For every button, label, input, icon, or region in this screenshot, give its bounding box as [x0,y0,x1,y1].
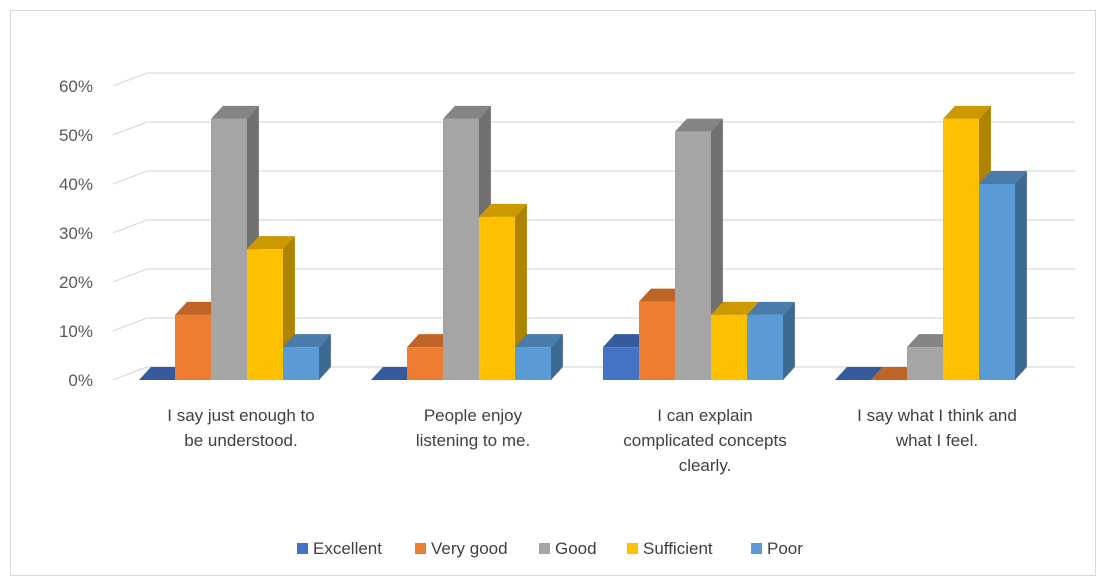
bar-front [443,118,479,380]
category-label-line: what I feel. [895,431,978,450]
legend-label: Good [555,539,597,558]
gridline [112,219,1075,234]
category-label-line: People enjoy [424,406,523,425]
bar-top [443,105,491,119]
bar-top [603,334,651,348]
bar-side [783,301,795,380]
legend-label: Sufficient [643,539,713,558]
category-label-line: I say just enough to [167,406,314,425]
gridline [112,170,1075,185]
bar-front [639,301,675,380]
legend-item: Excellent [297,539,382,558]
legend-swatch [297,543,308,554]
category-label: People enjoy listening to me. [416,406,530,450]
category-label-line: listening to me. [416,431,530,450]
bar-top [639,288,687,302]
bar [871,367,919,380]
bar-front [211,118,247,380]
bar-side [319,334,331,380]
legend: Excellent Very good Good Sufficient Poor [297,539,803,558]
bar-top [211,105,259,119]
bar-side [515,203,527,380]
legend-swatch [627,543,638,554]
legend-swatch [415,543,426,554]
bar-front [943,118,979,380]
category-label: I say just enough to be understood. [167,406,314,450]
legend-item: Poor [751,539,803,558]
bar [211,105,259,380]
bar-top [907,334,955,348]
y-tick-label: 60% [59,77,93,96]
bar-top [747,301,795,315]
bar [283,334,331,380]
category-label: I say what I think and what I feel. [857,406,1017,450]
bars [139,105,1027,380]
bar [747,301,795,380]
bar-side [551,334,563,380]
y-tick-label: 30% [59,224,93,243]
y-tick-label: 20% [59,273,93,292]
bar [371,367,419,380]
y-tick-label: 10% [59,322,93,341]
category-label-line: be understood. [184,431,297,450]
legend-item: Good [539,539,597,558]
bar-front [747,314,783,380]
bar-front [907,347,943,380]
bar-top [835,367,883,380]
legend-item: Sufficient [627,539,713,558]
bar-top [139,367,187,380]
legend-label: Excellent [313,539,382,558]
bar-front [479,216,515,380]
bar-top [175,301,223,315]
bar-top [871,367,919,380]
gridline [112,121,1075,136]
bar-top [479,203,527,217]
bar-top [515,334,563,348]
gridline [112,268,1075,283]
category-label-line: I say what I think and [857,406,1017,425]
category-label: I can explain complicated concepts clearly… [623,406,786,475]
legend-item: Very good [415,539,508,558]
bar-top [283,334,331,348]
category-labels: I say just enough to be understood. People… [167,406,1017,475]
bar [979,171,1027,380]
chart-area [10,10,1096,576]
bar-front [603,347,639,380]
bar [139,367,187,380]
bar-top [247,236,295,250]
gridline [112,72,1075,87]
category-label-line: clearly. [679,456,732,475]
bar-top [979,171,1027,184]
legend-label: Very good [431,539,508,558]
bar-front [979,184,1015,380]
legend-swatch [751,543,762,554]
bar-top [371,367,419,380]
bar-front [675,131,711,380]
bar-top [675,118,723,132]
legend-swatch [539,543,550,554]
bar-front [711,314,747,380]
bar [515,334,563,380]
y-tick-label: 50% [59,126,93,145]
category-label-line: I can explain [657,406,752,425]
bar [711,301,759,380]
bar-front [407,347,443,380]
y-tick-label: 0% [68,371,93,390]
bar-front [175,314,211,380]
bar-front [515,347,551,380]
y-tick-label: 40% [59,175,93,194]
bar-side [1015,171,1027,380]
bar [835,367,883,380]
bar-top [407,334,455,348]
category-label-line: complicated concepts [623,431,786,450]
bar [479,203,527,380]
bar-front [247,249,283,380]
bar-front [283,347,319,380]
bar [675,118,723,380]
bar-top [711,301,759,315]
y-axis-ticks: 0% 10% 20% 30% 40% 50% 60% [59,77,93,390]
legend-label: Poor [767,539,803,558]
bar-top [943,105,991,119]
